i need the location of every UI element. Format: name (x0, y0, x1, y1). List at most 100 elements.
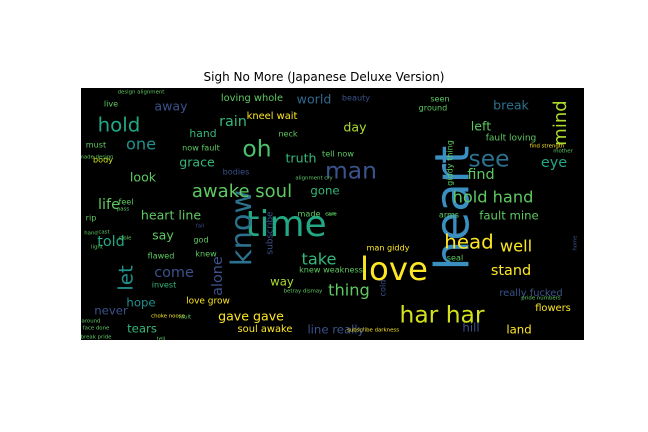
word-tears: tears (127, 322, 157, 336)
word-tell: tell (157, 337, 165, 341)
word-flawed: flawed (148, 251, 175, 261)
figure-title: Sigh No More (Japanese Deluxe Version) (203, 70, 445, 84)
word-around: around (82, 319, 101, 325)
word-subscribe-darkness: subscribe darkness (347, 328, 399, 334)
word-stole: stole (118, 236, 132, 242)
word-never: never (94, 304, 128, 318)
word-know: know (224, 190, 258, 266)
word-look: look (130, 170, 157, 185)
word-god: god (193, 235, 208, 245)
word-awake-soul: awake soul (192, 181, 292, 202)
word-ground: ground (419, 103, 448, 113)
word-truth: truth (285, 151, 316, 166)
word-home: home (573, 235, 579, 251)
word-life: life (98, 197, 120, 213)
word-let: let (115, 265, 138, 291)
word-time: time (245, 204, 326, 245)
word-hope: hope (126, 296, 155, 310)
word-break: break (493, 98, 529, 113)
word-alignment-cry: alignment cry (295, 176, 333, 182)
word-take: take (301, 250, 336, 269)
word-gone: gone (310, 184, 339, 198)
word-grace: grace (179, 155, 215, 170)
word-bodies: bodies (223, 167, 250, 177)
word-must: must (86, 140, 106, 150)
word-tell-now: tell now (322, 149, 354, 159)
word-one: one (126, 135, 156, 154)
word-feel: feel (118, 197, 133, 207)
word-fault-loving: fault loving (486, 134, 537, 144)
word-gave-gave: gave gave (218, 309, 284, 324)
word-man: man (325, 157, 377, 185)
word-cast: cast (98, 230, 109, 236)
cloud-background (81, 88, 584, 340)
word-group: heart time love know oh man see har har head awak… (81, 90, 579, 341)
word-giddy-thing: giddy thing (445, 140, 455, 186)
word-soul-awake: soul awake (238, 324, 293, 335)
word-kneel-wait: kneel wait (247, 111, 298, 122)
word-come: come (154, 265, 194, 281)
word-live: live (104, 99, 118, 109)
word-fault-mine: fault mine (479, 209, 538, 223)
word-seal: seal (447, 253, 463, 263)
word-alone: alone (210, 256, 226, 296)
word-betray-dismay: betray dismay (284, 289, 324, 295)
word-pass: pass (117, 207, 130, 213)
word-invest: invest (152, 280, 177, 290)
word-cloud: heart time love know oh man see har har head awak… (81, 88, 584, 340)
word-well: well (500, 237, 532, 256)
word-away: away (154, 99, 188, 114)
word-mind: mind (550, 100, 571, 145)
word-say: say (152, 228, 174, 243)
word-day: day (343, 120, 367, 135)
word-seen: seen (430, 94, 449, 104)
word-mother: mother (553, 149, 573, 155)
word-see: see (469, 145, 510, 173)
word-fall: fall (196, 224, 204, 230)
word-find-strength: find strength (530, 144, 565, 150)
word-fault: fault (179, 315, 191, 321)
word-world: world (297, 92, 332, 107)
word-hand: hand (189, 127, 216, 140)
word-hold: hold (98, 114, 141, 137)
word-light: light (91, 245, 103, 251)
word-hand: hand (84, 231, 98, 237)
word-really-fucked: really fucked (499, 288, 562, 299)
word-break-pride: break pride (81, 335, 112, 341)
word-beauty: beauty (342, 93, 370, 103)
word-hold-hand: hold hand (453, 188, 534, 207)
word-hill: hill (462, 321, 479, 335)
word-heart-line: heart line (141, 208, 202, 223)
word-made-design: made design (81, 155, 113, 161)
word-design-alignment: design alignment (118, 90, 165, 96)
word-love-grow: love grow (186, 297, 230, 307)
word-knew-weakness: knew weakness (299, 265, 363, 275)
word-head: head (444, 231, 493, 254)
word-land: land (506, 323, 531, 337)
word-sun: sun (326, 212, 336, 218)
word-told: told (97, 234, 125, 250)
word-eye: eye (541, 155, 567, 171)
word-subscribe: subscribe (266, 211, 276, 255)
word-care: care (325, 212, 337, 218)
word-thing: thing (328, 281, 370, 300)
word-line-really: line really (307, 323, 364, 337)
word-love: love (360, 250, 428, 288)
word-face-done: face done (83, 326, 110, 332)
word-choke-noose: choke noose (151, 314, 185, 320)
word-arms: arms (439, 210, 459, 220)
word-now-fault: now fault (182, 143, 220, 153)
word-pride-numbers: pride numbers (521, 296, 561, 302)
word-rain: rain (219, 114, 247, 130)
word-way: way (270, 275, 294, 289)
word-har-har: har har (400, 301, 485, 329)
word-loving-whole: loving whole (221, 93, 283, 104)
word-left: left (471, 119, 491, 134)
word-made: made (298, 209, 321, 219)
word-body: body (93, 155, 113, 165)
word-neck: neck (278, 129, 298, 139)
word-find: find (467, 167, 494, 183)
word-heart: heart (427, 146, 481, 271)
word-stand: stand (491, 263, 531, 279)
word-rip: rip (86, 213, 97, 223)
